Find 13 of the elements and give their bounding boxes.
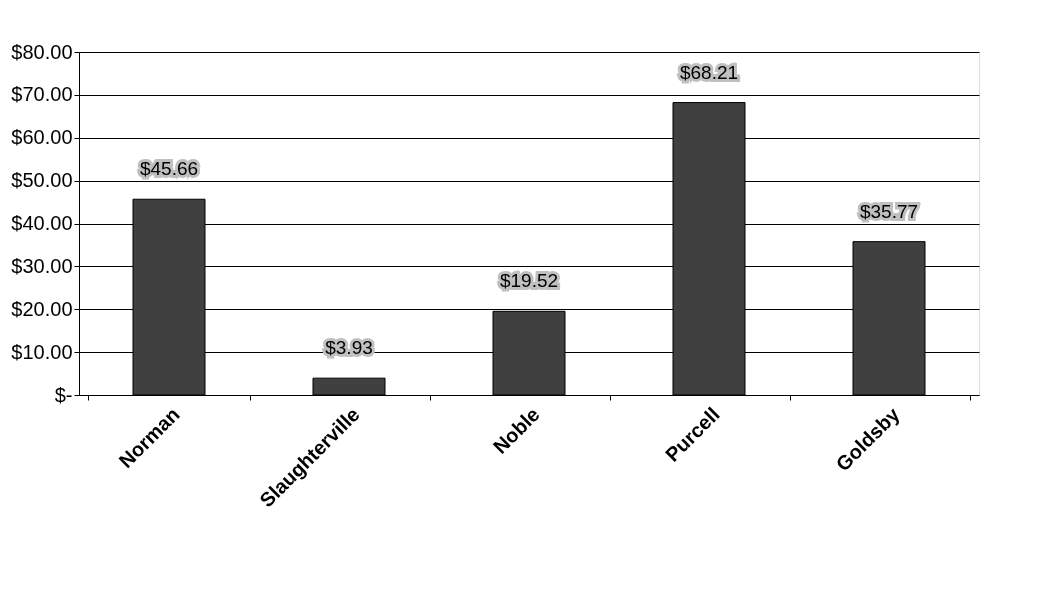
y-tick-label: $50.00 <box>11 169 73 192</box>
y-tick-label: $70.00 <box>11 83 73 106</box>
y-tick-label: $80.00 <box>11 40 73 63</box>
data-label: $19.52 <box>499 270 559 292</box>
data-label: $45.66 <box>139 158 199 180</box>
y-tick-label: $20.00 <box>11 297 73 320</box>
y-tick-label: $10.00 <box>11 340 73 363</box>
y-tick-label: $30.00 <box>11 254 73 277</box>
y-tick-label: $40.00 <box>11 212 73 234</box>
y-tick-label: $- <box>54 383 73 406</box>
y-tick-label: $60.00 <box>11 126 73 149</box>
data-label: $68.21 <box>679 61 739 83</box>
data-label: $35.77 <box>859 200 919 222</box>
